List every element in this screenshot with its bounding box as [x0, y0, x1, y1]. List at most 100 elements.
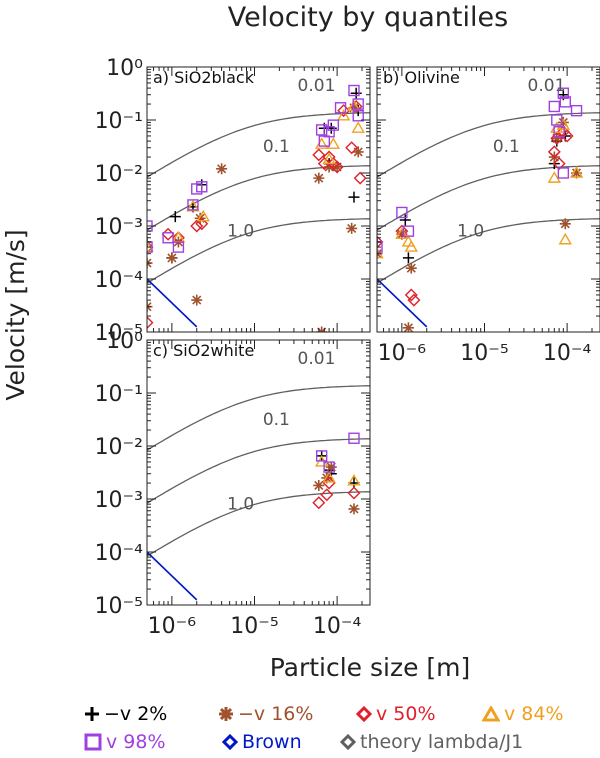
theory-curve [147, 218, 370, 284]
y-tick-label: 10⁻⁵ [95, 594, 143, 619]
y-tick-label: 10⁻⁴ [95, 541, 144, 566]
triangle-icon [482, 706, 500, 722]
data-point-v50 [547, 145, 561, 159]
data-point-v84 [322, 471, 336, 483]
data-point-v98 [551, 114, 563, 126]
data-point-v98 [162, 232, 174, 244]
data-point-v2 [402, 252, 414, 264]
data-point-v50 [347, 486, 361, 500]
y-tick-label: 10⁰ [106, 56, 143, 81]
diamond-icon [356, 706, 372, 722]
data-point-v2 [350, 87, 362, 99]
data-point-v98 [147, 241, 153, 253]
x-tick-label: 10⁻⁵ [460, 341, 508, 366]
y-tick-label: 10⁻² [95, 435, 143, 460]
theory-label: 0.01 [298, 349, 336, 369]
theory-curve [147, 491, 370, 557]
plus-icon [85, 707, 99, 721]
data-point-v50 [345, 141, 359, 155]
legend-label: v 50% [376, 703, 436, 725]
x-tick-label: 10⁻⁵ [230, 614, 278, 639]
data-point-v50 [404, 288, 418, 302]
theory-curve [377, 218, 600, 284]
theory-curve [147, 165, 370, 231]
theory-curve [377, 165, 600, 231]
panel-frame [146, 339, 371, 606]
theory-label: 0.1 [263, 410, 290, 430]
data-point-v98 [396, 206, 408, 219]
theory-curve [377, 112, 600, 178]
data-point-v98 [377, 241, 383, 253]
data-point-v50 [171, 231, 185, 245]
data-point-v2 [348, 191, 360, 203]
data-point-v16 [402, 322, 414, 332]
data-point-v98 [557, 167, 570, 179]
data-point-v98 [352, 110, 364, 122]
panels: 0.01 0.1 1.0 10⁰ 10⁻¹ 10⁻² 10⁻³ 10⁻⁴ 10⁻⁵ a) SiO2… [95, 56, 600, 639]
x-tick-label: 10⁻⁴ [313, 614, 362, 639]
data-point-v50 [337, 104, 351, 118]
data-point-v50 [377, 235, 384, 249]
theory-label: 0.01 [528, 76, 566, 96]
x-tick-label: 10⁻⁶ [148, 614, 197, 639]
y-tick-label: 10⁰ [106, 329, 143, 354]
theory-label: 1.0 [227, 495, 254, 515]
data-point-v16 [405, 262, 417, 274]
data-point-v2 [169, 211, 181, 223]
data-point-v16 [396, 228, 408, 240]
asterisk-icon [219, 707, 233, 721]
plot-area [377, 87, 600, 332]
y-tick-label: 10⁻⁵ [95, 321, 143, 346]
data-point-v50 [552, 157, 566, 171]
data-point-v16 [551, 132, 563, 144]
theory-label: 1.0 [457, 222, 484, 242]
legend-label: Brown [242, 731, 302, 753]
data-point-v16 [571, 167, 583, 179]
brown-line [377, 278, 428, 328]
data-point-v98 [348, 84, 360, 97]
data-point-v98 [315, 450, 328, 462]
data-point-v84 [558, 232, 572, 245]
square-icon [84, 733, 102, 751]
data-point-v84 [347, 473, 361, 486]
data-point-v50 [395, 224, 409, 238]
data-point-v84 [336, 108, 351, 121]
data-point-v84 [377, 246, 384, 259]
data-point-v98 [402, 225, 415, 237]
data-point-v16 [313, 479, 325, 491]
plot-area [147, 84, 370, 332]
y-tick-label: 10⁻³ [95, 215, 143, 240]
data-point-v16 [191, 294, 203, 306]
x-tick-label: 10⁻⁴ [543, 341, 592, 366]
data-point-v16 [557, 116, 569, 128]
series-v2 [316, 450, 360, 489]
series-v98 [377, 87, 583, 253]
data-point-v50 [312, 496, 326, 510]
data-point-v98 [334, 102, 347, 114]
data-point-v98 [557, 87, 570, 99]
data-point-v16 [166, 252, 178, 264]
legend-label: −v 2% [104, 703, 168, 725]
data-point-v16 [216, 163, 228, 175]
data-point-v84 [326, 137, 341, 149]
data-point-v16 [331, 161, 343, 173]
data-point-v50 [312, 148, 326, 162]
x-axis-label: Particle size [m] [270, 653, 471, 682]
y-tick-label: 10⁻³ [95, 488, 143, 513]
legend: −v 2% −v 16% v 50% v 84% v 98% Brown the… [84, 703, 594, 753]
legend-item-v84: v 84% [482, 703, 564, 725]
data-point-v16 [325, 461, 337, 473]
data-point-v16 [194, 212, 206, 224]
panel-1: 0.01 0.1 1.0 10⁰ 10⁻¹ 10⁻² 10⁻³ 10⁻⁴ 10⁻⁵ a) SiO2… [95, 56, 371, 346]
data-point-v16 [313, 172, 325, 184]
data-point-v16 [323, 161, 335, 173]
series-v50 [147, 99, 367, 330]
data-point-v50 [161, 227, 175, 241]
diamond-icon [222, 734, 238, 750]
data-point-v84 [196, 209, 211, 222]
data-point-v50 [330, 160, 344, 174]
brown-line [147, 278, 198, 328]
legend-label: −v 16% [238, 703, 314, 725]
data-point-v50 [353, 171, 367, 185]
